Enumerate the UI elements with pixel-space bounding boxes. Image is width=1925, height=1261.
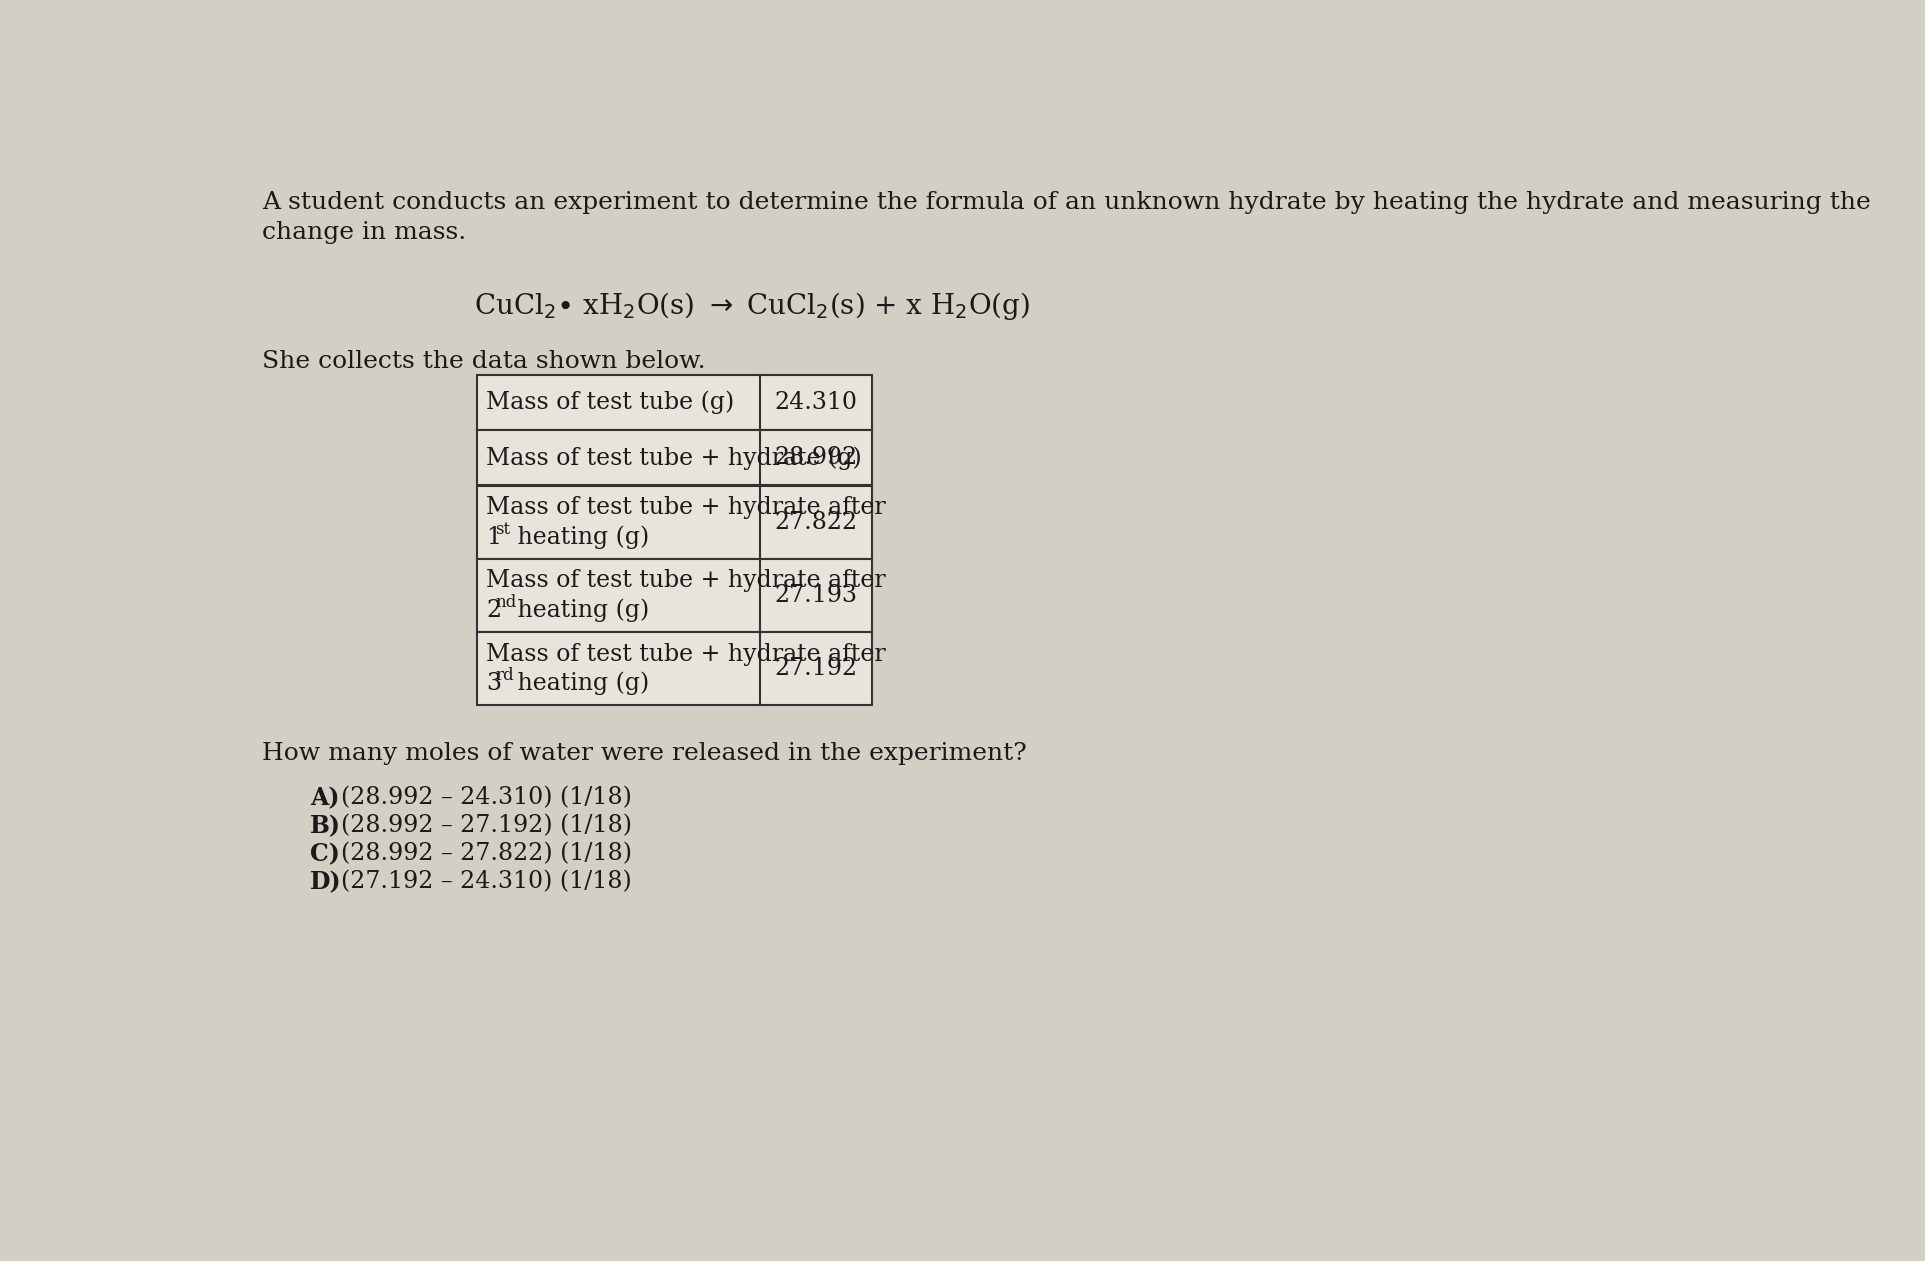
Text: change in mass.: change in mass. <box>262 221 466 243</box>
Text: A): A) <box>310 787 341 811</box>
Text: (28.992 – 27.192) (1/18): (28.992 – 27.192) (1/18) <box>341 815 633 837</box>
Text: heating (g): heating (g) <box>510 672 649 695</box>
Text: Mass of test tube + hydrate after: Mass of test tube + hydrate after <box>487 570 886 593</box>
Text: 28.992: 28.992 <box>774 446 859 469</box>
Text: 1: 1 <box>487 526 500 549</box>
Text: (28.992 – 24.310) (1/18): (28.992 – 24.310) (1/18) <box>341 787 631 810</box>
Text: (28.992 – 27.822) (1/18): (28.992 – 27.822) (1/18) <box>341 842 633 865</box>
Text: CuCl$_2$$\bullet$ xH$_2$O(s) $\rightarrow$ CuCl$_2$(s) + x H$_2$O(g): CuCl$_2$$\bullet$ xH$_2$O(s) $\rightarro… <box>474 290 1030 322</box>
Text: rd: rd <box>495 667 514 685</box>
Text: 27.193: 27.193 <box>774 584 857 607</box>
Text: D): D) <box>310 870 343 894</box>
Text: How many moles of water were released in the experiment?: How many moles of water were released in… <box>262 741 1028 765</box>
Text: heating (g): heating (g) <box>510 599 649 622</box>
Text: 3: 3 <box>487 672 500 695</box>
Bar <box>477 485 872 559</box>
Text: st: st <box>495 521 510 538</box>
Text: B): B) <box>310 815 341 839</box>
Bar <box>477 430 872 485</box>
Text: Mass of test tube + hydrate (g): Mass of test tube + hydrate (g) <box>487 446 862 469</box>
Text: heating (g): heating (g) <box>510 526 649 549</box>
Text: Mass of test tube (g): Mass of test tube (g) <box>487 391 735 414</box>
Text: C): C) <box>310 842 341 866</box>
Text: 2: 2 <box>487 599 500 622</box>
Text: 27.822: 27.822 <box>774 511 859 533</box>
Bar <box>477 375 872 430</box>
Text: 24.310: 24.310 <box>774 391 857 414</box>
Bar <box>477 559 872 632</box>
Text: Mass of test tube + hydrate after: Mass of test tube + hydrate after <box>487 497 886 520</box>
Text: 27.192: 27.192 <box>774 657 859 680</box>
Text: She collects the data shown below.: She collects the data shown below. <box>262 351 706 373</box>
Text: Mass of test tube + hydrate after: Mass of test tube + hydrate after <box>487 643 886 666</box>
Text: (27.192 – 24.310) (1/18): (27.192 – 24.310) (1/18) <box>341 870 631 893</box>
Text: nd: nd <box>495 594 516 612</box>
Text: A student conducts an experiment to determine the formula of an unknown hydrate : A student conducts an experiment to dete… <box>262 192 1871 214</box>
Bar <box>477 632 872 705</box>
